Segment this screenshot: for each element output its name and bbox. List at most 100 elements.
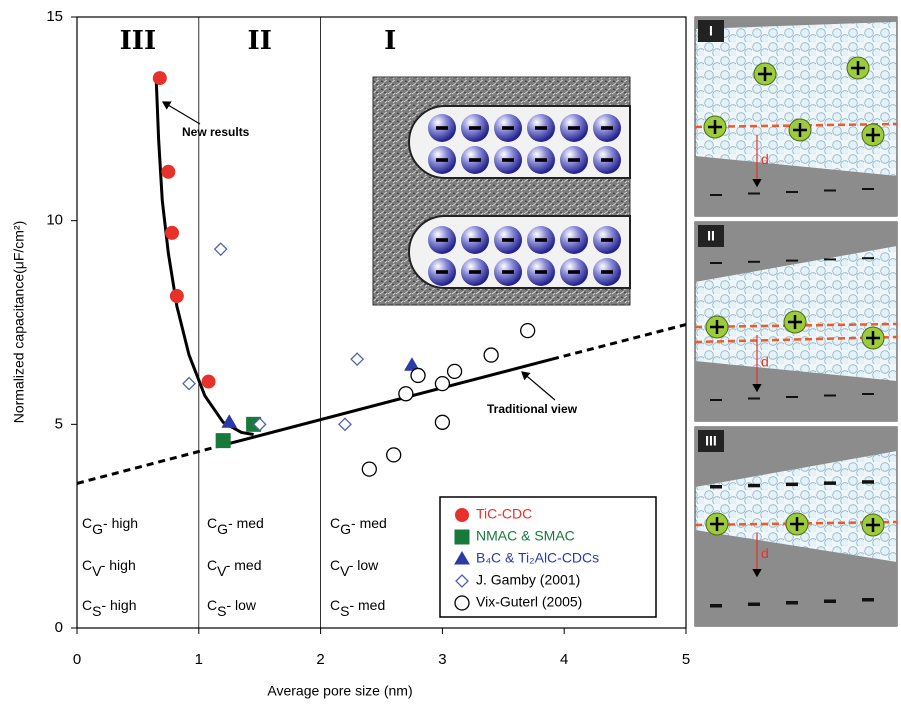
panel: d III	[694, 426, 898, 627]
point	[446, 363, 463, 380]
charge	[786, 601, 798, 605]
annotation: New results	[182, 125, 250, 139]
condition-label: CV- med	[207, 557, 262, 579]
ion-charge	[469, 238, 481, 242]
ion-charge	[568, 126, 580, 130]
charge	[710, 485, 722, 489]
ion-sign	[708, 120, 722, 134]
x-tick-label: 4	[560, 651, 568, 668]
legend-label: Vix-Guterl (2005)	[476, 594, 582, 610]
condition-label: CG- med	[330, 515, 387, 537]
ion-charge	[535, 238, 547, 242]
ion-charge	[469, 126, 481, 130]
ion-charge	[469, 158, 481, 162]
point	[213, 242, 228, 257]
x-tick-label: 2	[316, 651, 324, 668]
legend-marker	[454, 529, 470, 545]
condition-label: CV- high	[82, 557, 136, 579]
charge	[862, 257, 874, 260]
panel-label: III	[705, 433, 717, 449]
ion-sign	[866, 128, 880, 142]
panel-label: II	[707, 228, 715, 244]
x-tick-label: 0	[73, 651, 81, 668]
ion-charge	[568, 158, 580, 162]
schematic-panels: dI d II d III	[694, 16, 898, 627]
ion-charge	[568, 270, 580, 274]
electrode-top	[695, 17, 897, 29]
ion-sign	[710, 517, 724, 531]
charge	[824, 599, 836, 603]
charge	[710, 194, 722, 196]
y-tick-label: 0	[55, 619, 63, 636]
charge	[786, 259, 798, 262]
charge	[862, 188, 874, 190]
ion-sign	[788, 315, 802, 329]
annotation-arrow	[161, 101, 201, 125]
ion-charge	[436, 158, 448, 162]
ion-charge	[601, 158, 613, 162]
charge	[786, 396, 798, 398]
gap-label: d	[761, 354, 769, 370]
point	[434, 375, 451, 392]
ion-charge	[436, 238, 448, 242]
panel: dI	[694, 16, 898, 217]
legend-marker	[454, 595, 470, 611]
ion-sign	[790, 517, 804, 531]
charge	[748, 192, 760, 195]
legend-marker	[455, 508, 469, 522]
point	[252, 417, 267, 432]
point	[434, 414, 451, 430]
ion-charge	[502, 238, 514, 242]
point	[483, 347, 499, 363]
panel-label: I	[709, 23, 713, 39]
ion-sign	[866, 331, 880, 345]
point	[404, 357, 420, 371]
charge	[786, 191, 798, 193]
ion-charge	[535, 126, 547, 130]
charge	[710, 604, 722, 608]
ion-sign	[758, 67, 772, 81]
ion-charge	[502, 270, 514, 274]
trend-line	[222, 357, 553, 447]
charge	[710, 262, 722, 264]
point	[182, 376, 196, 391]
point	[152, 71, 167, 86]
region-label: II	[248, 26, 272, 56]
x-tick-label: 5	[682, 651, 690, 668]
x-axis-label: Average pore size (nm)	[267, 683, 412, 699]
condition-label: CS- low	[207, 597, 257, 619]
ion-charge	[535, 270, 547, 274]
ion-charge	[601, 270, 613, 274]
charge	[862, 393, 874, 395]
charge	[824, 189, 836, 192]
legend-label: NMAC & SMAC	[476, 528, 575, 544]
ion-sign	[851, 61, 865, 75]
point	[520, 322, 536, 339]
y-tick-label: 10	[46, 212, 63, 229]
x-tick-label: 1	[195, 651, 203, 668]
charge	[824, 258, 836, 261]
condition-label: CV- low	[330, 557, 379, 579]
ion-sign	[793, 123, 807, 137]
panel: d II	[694, 221, 898, 422]
pore-schematic	[372, 76, 631, 306]
charge	[748, 260, 760, 263]
electrode-bottom	[695, 361, 897, 421]
legend-label: J. Gamby (2001)	[476, 572, 580, 588]
ion-charge	[502, 126, 514, 130]
charge	[748, 602, 760, 606]
panel-label-bg	[698, 225, 724, 247]
trend-line	[76, 443, 224, 485]
point	[215, 433, 231, 449]
annotation-arrow	[521, 371, 556, 401]
ion-charge	[601, 238, 613, 242]
ion-charge	[469, 270, 481, 274]
charge	[824, 394, 836, 397]
gap-label: d	[761, 545, 769, 561]
ion-charge	[436, 270, 448, 274]
y-axis-label: Normalized capacitance(μF/cm²)	[11, 221, 27, 424]
legend-box	[439, 496, 657, 618]
electrode-top	[695, 222, 897, 282]
ion-sign	[710, 320, 724, 334]
